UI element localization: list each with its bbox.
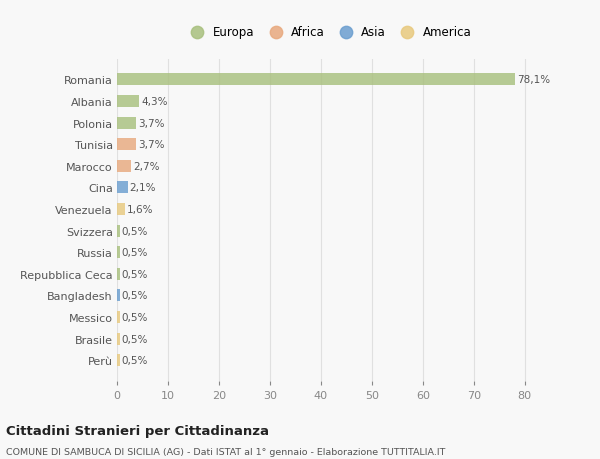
Text: 4,3%: 4,3% (141, 97, 167, 107)
Text: 0,5%: 0,5% (122, 291, 148, 301)
Text: 0,5%: 0,5% (122, 334, 148, 344)
Text: 1,6%: 1,6% (127, 205, 154, 214)
Text: 0,5%: 0,5% (122, 312, 148, 322)
Text: 3,7%: 3,7% (138, 118, 164, 129)
Bar (117, 96, 139, 108)
Text: 0,5%: 0,5% (122, 248, 148, 257)
Bar (117, 182, 128, 194)
Bar (117, 247, 119, 258)
Bar (117, 161, 131, 173)
Text: 0,5%: 0,5% (122, 269, 148, 279)
Text: 0,5%: 0,5% (122, 355, 148, 365)
Bar (117, 268, 119, 280)
Bar (117, 290, 119, 302)
Bar (117, 311, 119, 323)
Bar (117, 204, 125, 215)
Legend: Europa, Africa, Asia, America: Europa, Africa, Asia, America (183, 24, 474, 41)
Text: 0,5%: 0,5% (122, 226, 148, 236)
Text: Cittadini Stranieri per Cittadinanza: Cittadini Stranieri per Cittadinanza (6, 424, 269, 437)
Bar (117, 118, 136, 129)
Bar (117, 74, 515, 86)
Bar (117, 354, 119, 366)
Bar (117, 139, 136, 151)
Text: 78,1%: 78,1% (517, 75, 550, 85)
Text: 2,7%: 2,7% (133, 162, 159, 171)
Text: 2,1%: 2,1% (130, 183, 156, 193)
Bar (117, 333, 119, 345)
Text: COMUNE DI SAMBUCA DI SICILIA (AG) - Dati ISTAT al 1° gennaio - Elaborazione TUTT: COMUNE DI SAMBUCA DI SICILIA (AG) - Dati… (6, 448, 445, 456)
Text: 3,7%: 3,7% (138, 140, 164, 150)
Bar (117, 225, 119, 237)
